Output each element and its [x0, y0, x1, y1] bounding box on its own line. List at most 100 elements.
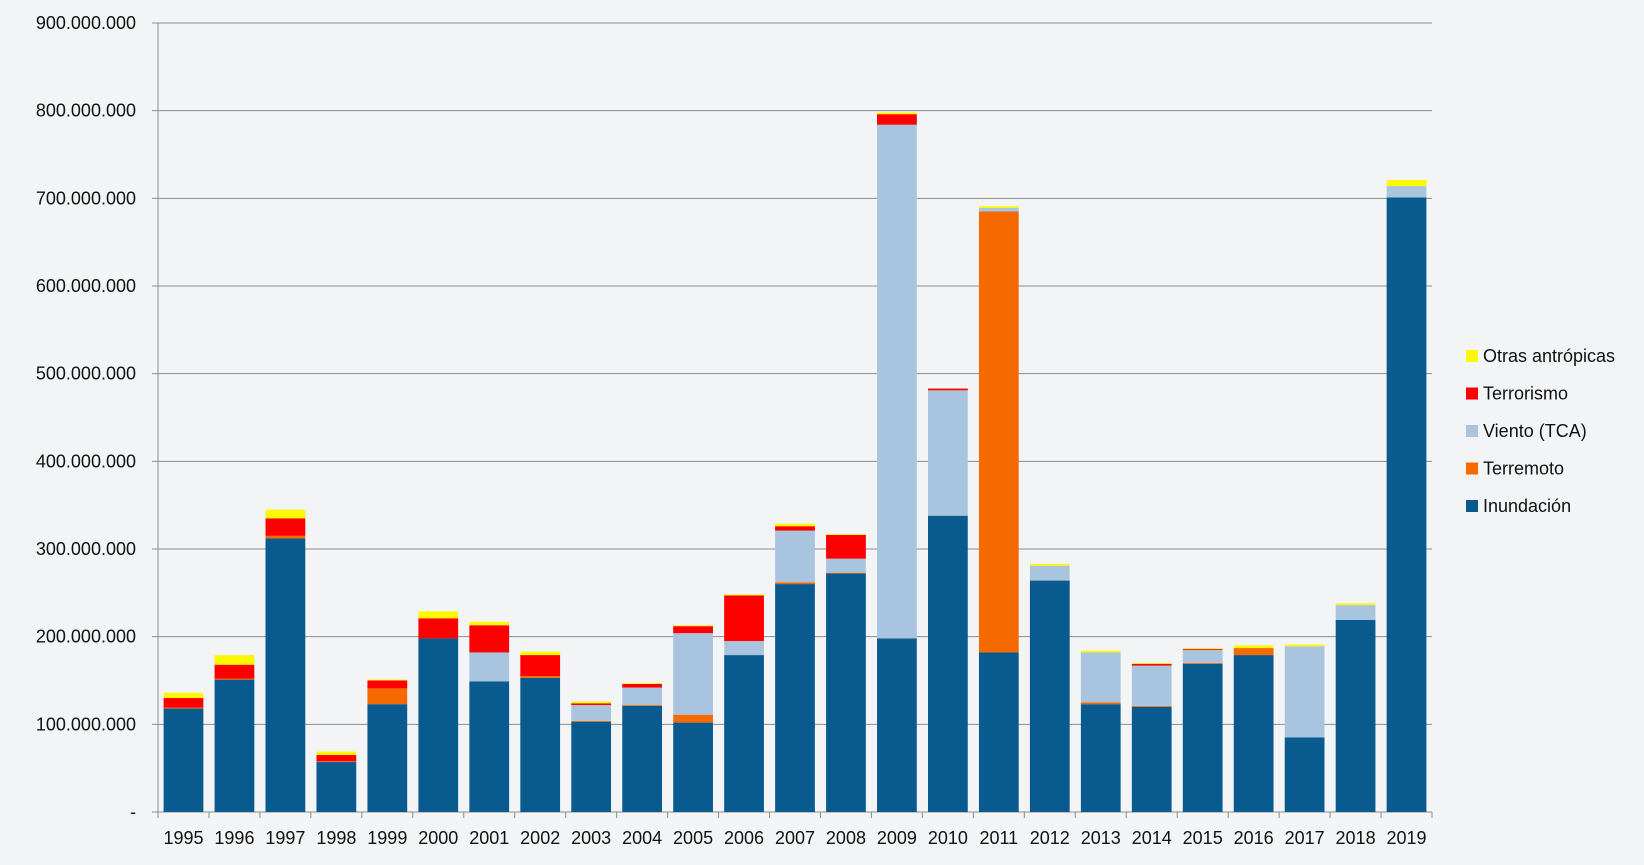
x-tick-label: 1996 — [214, 828, 254, 848]
bar-segment-inundación-2004 — [622, 705, 662, 812]
bar-segment-inundación-1999 — [367, 704, 408, 812]
bar-segment-terrorismo-2010 — [928, 388, 968, 391]
y-tick-label: 100.000.000 — [36, 714, 136, 734]
legend-label: Otras antrópicas — [1483, 346, 1615, 366]
bar-segment-viento-tca--2014 — [1131, 665, 1172, 706]
bar-segment-otras-antrópicas-2012 — [1029, 563, 1070, 566]
x-tick-label: 2013 — [1081, 828, 1121, 848]
bar-segment-inundación-2013 — [1080, 704, 1121, 812]
bar-segment-otras-antrópicas-2009 — [877, 112, 917, 115]
x-tick-label: 1998 — [316, 828, 356, 848]
bar-segment-terrorismo-2015 — [1182, 648, 1223, 650]
x-tick-label: 2007 — [775, 828, 815, 848]
bar-segment-otras-antrópicas-1998 — [316, 751, 357, 756]
bar-segment-inundación-1995 — [163, 708, 204, 812]
bar-segment-inundación-1996 — [214, 679, 255, 812]
bar-segment-terremoto-1995 — [163, 707, 204, 709]
bar-segment-otras-antrópicas-1995 — [163, 692, 204, 699]
legend-swatch — [1466, 350, 1478, 362]
x-tick-label: 2010 — [928, 828, 968, 848]
bar-segment-viento-tca--2009 — [877, 124, 917, 639]
bar-segment-inundación-2012 — [1029, 580, 1070, 812]
y-tick-label: 700.000.000 — [36, 188, 136, 208]
bar-segment-otras-antrópicas-2004 — [622, 683, 662, 685]
bar-segment-viento-tca--2004 — [622, 687, 662, 706]
bar-segment-terremoto-2003 — [571, 720, 612, 722]
legend-label: Viento (TCA) — [1483, 421, 1587, 441]
bar-segment-inundación-2000 — [418, 638, 459, 812]
bar-segment-inundación-2017 — [1284, 737, 1325, 812]
grid-lines — [158, 22, 1432, 725]
bar-segment-terremoto-2007 — [775, 582, 815, 585]
bar-segment-viento-tca--2006 — [724, 641, 764, 656]
bar-segment-otras-antrópicas-2019 — [1386, 179, 1427, 187]
bar-segment-inundación-2016 — [1233, 655, 1274, 812]
bar-segment-viento-tca--2017 — [1284, 646, 1325, 738]
bar-segment-viento-tca--2011 — [978, 207, 1019, 212]
bar-segment-otras-antrópicas-2002 — [520, 651, 561, 656]
x-tick-label: 1999 — [367, 828, 407, 848]
bar-segment-viento-tca--2010 — [928, 390, 968, 516]
bar-segment-terremoto-2015 — [1182, 662, 1223, 664]
x-tick-label: 2008 — [826, 828, 866, 848]
bars — [163, 112, 1427, 812]
bar-segment-otras-antrópicas-2013 — [1080, 650, 1121, 653]
y-tick-label: 400.000.000 — [36, 451, 136, 471]
legend-label: Terremoto — [1483, 459, 1564, 479]
bar-segment-inundación-2007 — [775, 584, 815, 812]
bar-segment-otras-antrópicas-2005 — [673, 625, 713, 627]
x-tick-label: 2002 — [520, 828, 560, 848]
x-tick-label: 2012 — [1030, 828, 1070, 848]
bar-segment-otras-antrópicas-2015 — [1182, 648, 1223, 649]
legend-swatch — [1466, 500, 1478, 512]
bar-segment-terrorismo-2002 — [520, 655, 561, 677]
bar-segment-otras-antrópicas-2011 — [978, 206, 1019, 208]
bar-segment-otras-antrópicas-2008 — [826, 534, 866, 535]
bar-segment-otras-antrópicas-1997 — [265, 509, 306, 519]
bar-segment-otras-antrópicas-1996 — [214, 655, 255, 665]
bar-segment-terrorismo-2009 — [877, 114, 917, 125]
bar-segment-inundación-2008 — [826, 573, 866, 812]
bar-segment-otras-antrópicas-2014 — [1131, 662, 1172, 664]
bar-segment-inundación-2019 — [1386, 197, 1427, 812]
legend-label: Terrorismo — [1483, 384, 1568, 404]
x-tick-label: 1997 — [265, 828, 305, 848]
y-tick-label: 500.000.000 — [36, 364, 136, 384]
bar-segment-inundación-2009 — [877, 638, 917, 812]
bar-segment-viento-tca--2008 — [826, 558, 866, 573]
x-tick-label: 2018 — [1336, 828, 1376, 848]
bar-segment-terremoto-1997 — [265, 535, 306, 539]
x-tick-label: 2000 — [418, 828, 458, 848]
bar-segment-terrorismo-2005 — [673, 626, 713, 634]
bar-segment-inundación-1997 — [265, 538, 306, 812]
x-tick-label: 2019 — [1386, 828, 1426, 848]
bar-segment-inundación-1998 — [316, 762, 357, 812]
x-tick-label: 2001 — [469, 828, 509, 848]
bar-segment-inundación-2005 — [673, 722, 713, 812]
bar-segment-terrorismo-2006 — [724, 595, 764, 642]
x-tick-label: 2011 — [979, 828, 1018, 848]
bar-segment-otras-antrópicas-2003 — [571, 701, 612, 704]
bar-segment-terremoto-2004 — [622, 705, 662, 706]
bar-segment-viento-tca--2005 — [673, 633, 713, 715]
bar-segment-terrorismo-2007 — [775, 526, 815, 531]
legend-swatch — [1466, 425, 1478, 437]
bar-segment-terremoto-2011 — [978, 211, 1019, 653]
y-tick-label: 200.000.000 — [36, 627, 136, 647]
x-tick-label: 2017 — [1285, 828, 1325, 848]
x-tick-label: 2015 — [1183, 828, 1223, 848]
x-tick-label: 1995 — [163, 828, 203, 848]
bar-segment-viento-tca--2001 — [469, 652, 510, 682]
bar-segment-inundación-2010 — [928, 515, 968, 812]
bar-segment-inundación-2003 — [571, 721, 612, 812]
bar-segment-inundación-2011 — [978, 652, 1019, 812]
bar-segment-otras-antrópicas-2006 — [724, 594, 764, 596]
bar-segment-terremoto-2014 — [1131, 705, 1172, 707]
bar-segment-otras-antrópicas-2001 — [469, 621, 510, 626]
bar-segment-terremoto-2016 — [1233, 648, 1274, 656]
bar-segment-terremoto-1998 — [316, 761, 357, 763]
bar-segment-inundación-2015 — [1182, 663, 1223, 812]
bar-segment-inundación-2014 — [1131, 706, 1172, 812]
